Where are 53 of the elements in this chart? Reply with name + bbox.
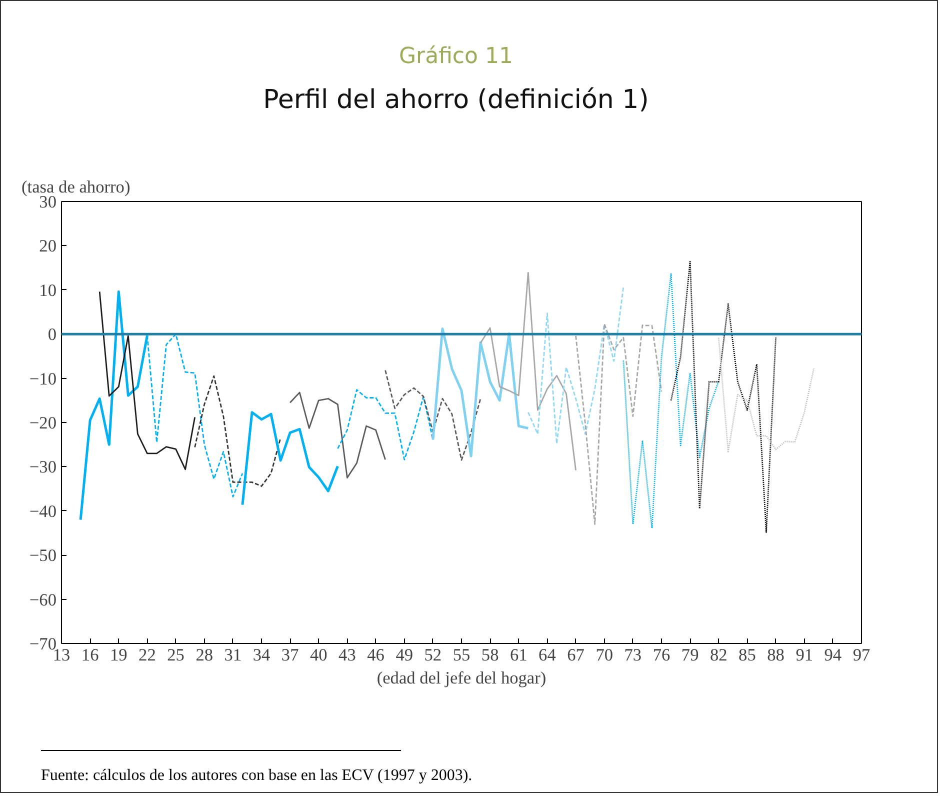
line-series — [480, 272, 576, 470]
x-tick-label: 31 — [224, 645, 242, 664]
line-series — [622, 272, 720, 528]
line-series — [527, 286, 624, 444]
y-tick-label: −30 — [29, 457, 57, 476]
x-tick-label: 88 — [767, 645, 784, 664]
y-tick-label: 0 — [48, 324, 57, 344]
x-tick-label: 16 — [81, 645, 100, 664]
line-series — [336, 388, 434, 460]
x-tick-label: 22 — [138, 645, 156, 664]
y-tick-label: −50 — [29, 546, 57, 565]
line-series — [670, 260, 776, 532]
chart-title: Gráfico 11 — [399, 43, 513, 71]
x-tick-label: 46 — [367, 645, 385, 664]
x-tick-label: 76 — [652, 645, 670, 664]
source-note: Fuente: cálculos de los autores con base en las ECV (1997 y 2003). — [41, 766, 472, 786]
x-axis-title: (edad del jefe del hogar) — [376, 668, 546, 688]
y-tick-label: 20 — [39, 236, 56, 256]
line-series — [194, 374, 282, 486]
line-series — [432, 327, 530, 457]
x-tick-label: 34 — [252, 645, 270, 664]
x-tick-label: 52 — [424, 645, 442, 664]
line-series — [98, 290, 196, 470]
x-tick-label: 58 — [481, 645, 499, 664]
y-tick-label: −20 — [29, 413, 57, 432]
y-tick-label: 10 — [39, 280, 56, 300]
x-tick-label: 55 — [452, 645, 470, 664]
x-tick-label: 73 — [624, 645, 642, 664]
y-tick-label: −60 — [29, 590, 57, 609]
x-tick-label: 40 — [310, 645, 328, 664]
x-tick-label: 28 — [196, 645, 214, 664]
x-tick-label: 67 — [567, 645, 585, 664]
x-tick-label: 70 — [596, 645, 614, 664]
x-tick-label: 91 — [796, 645, 814, 664]
chart-subtitle: Perfil del ahorro (definición 1) — [263, 84, 649, 118]
x-tick-label: 94 — [824, 645, 842, 664]
line-series — [289, 391, 386, 478]
line-series — [575, 322, 662, 524]
x-tick-label: 82 — [710, 645, 728, 664]
x-tick-label: 61 — [510, 645, 528, 664]
x-tick-label: 37 — [281, 645, 300, 664]
x-tick-label: 43 — [338, 645, 356, 664]
x-tick-label: 19 — [110, 645, 128, 664]
x-tick-label: 25 — [167, 645, 184, 664]
line-series — [718, 336, 815, 452]
x-tick-label: 97 — [852, 645, 870, 664]
y-tick-label: −40 — [29, 501, 57, 520]
x-tick-label: 64 — [538, 645, 556, 664]
line-series — [384, 369, 482, 460]
x-tick-label: 79 — [681, 645, 699, 664]
x-tick-label: 85 — [738, 645, 756, 664]
x-tick-label: 49 — [396, 645, 414, 664]
y-tick-label: −10 — [29, 368, 57, 388]
